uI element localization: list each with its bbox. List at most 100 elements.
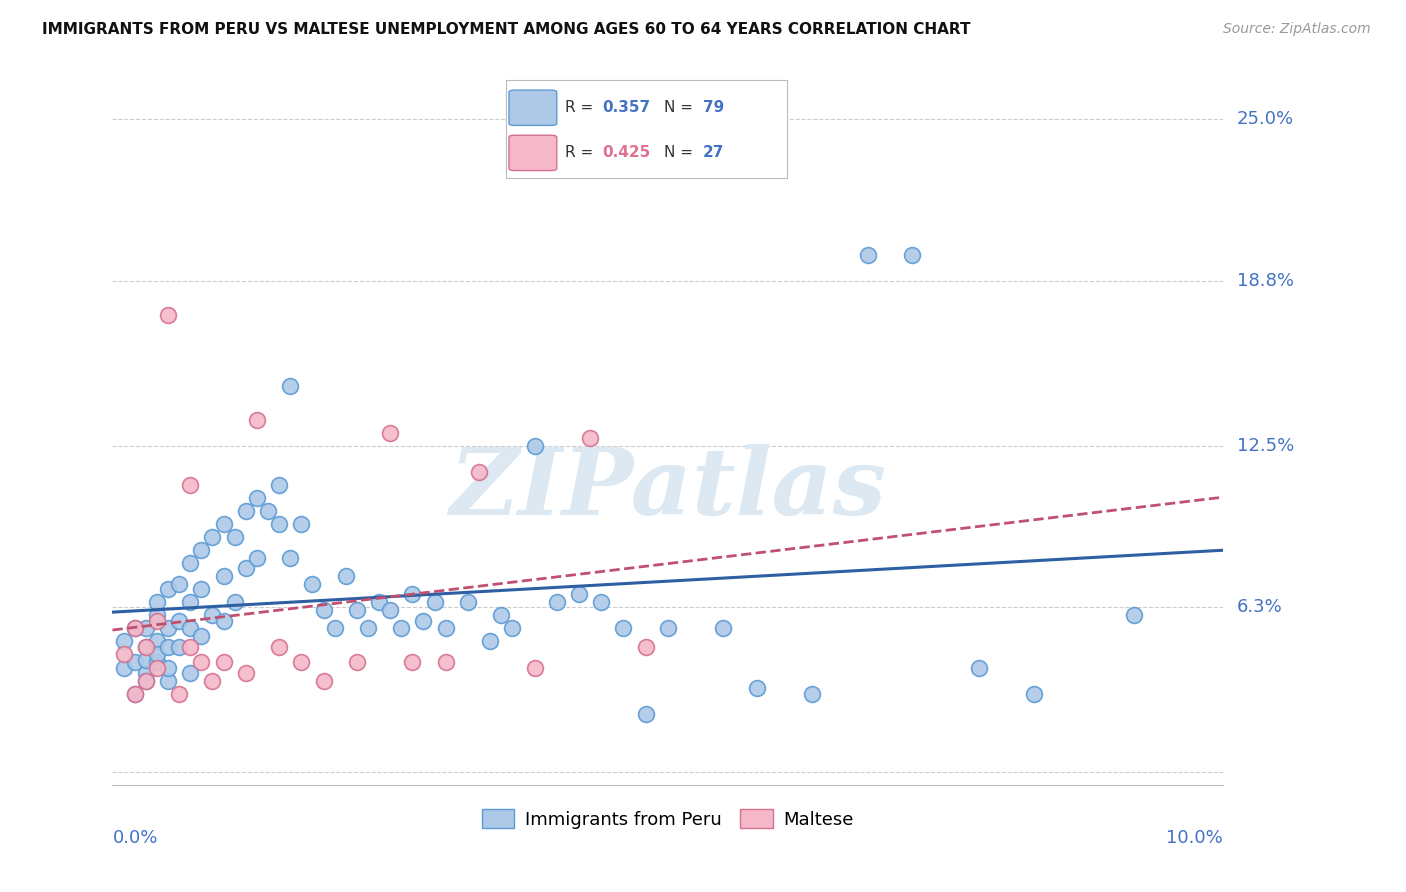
Point (146, 634, 169, 648)
Point (212, 569, 235, 583)
Text: N =: N = (664, 100, 697, 115)
Point (434, 621, 457, 635)
Point (346, 655, 368, 669)
Point (224, 530, 246, 544)
Point (745, 681, 768, 696)
Point (801, 687, 824, 701)
Point (267, 478, 291, 492)
Point (124, 621, 146, 635)
Point (179, 621, 201, 635)
Point (368, 595, 391, 609)
Point (112, 660, 135, 674)
Point (124, 621, 146, 635)
Point (423, 595, 446, 609)
Point (434, 655, 457, 669)
Text: 79: 79 (703, 100, 724, 115)
Point (246, 491, 269, 505)
Point (235, 504, 257, 518)
Point (112, 634, 135, 648)
Text: 27: 27 (703, 145, 724, 161)
Point (157, 640, 180, 654)
Point (179, 640, 201, 654)
Point (290, 516, 312, 531)
Point (591, 595, 613, 609)
Point (179, 556, 201, 570)
Point (201, 673, 224, 688)
Point (112, 648, 135, 662)
Point (235, 561, 257, 575)
Point (146, 614, 169, 628)
Point (290, 655, 312, 669)
Point (124, 687, 146, 701)
Text: R =: R = (565, 100, 599, 115)
Point (389, 621, 412, 635)
Point (135, 653, 157, 667)
Text: N =: N = (664, 145, 697, 161)
Point (713, 621, 735, 635)
Point (235, 665, 257, 680)
Point (401, 587, 423, 601)
Point (335, 569, 357, 583)
Point (579, 431, 602, 445)
Text: 6.3%: 6.3% (1237, 599, 1282, 616)
Point (224, 595, 246, 609)
Point (212, 655, 235, 669)
Point (146, 648, 169, 662)
Point (135, 673, 157, 688)
Text: 25.0%: 25.0% (1237, 111, 1295, 128)
Point (568, 587, 591, 601)
Point (157, 621, 180, 635)
Point (856, 248, 879, 262)
Point (124, 687, 146, 701)
Point (135, 621, 157, 635)
Point (135, 640, 157, 654)
Text: 0.425: 0.425 (602, 145, 650, 161)
Point (167, 640, 190, 654)
Point (135, 665, 157, 680)
Point (546, 595, 568, 609)
Point (357, 621, 380, 635)
Point (167, 577, 190, 591)
Point (201, 608, 224, 623)
Point (301, 577, 323, 591)
Point (634, 707, 657, 722)
Text: IMMIGRANTS FROM PERU VS MALTESE UNEMPLOYMENT AMONG AGES 60 TO 64 YEARS CORRELATI: IMMIGRANTS FROM PERU VS MALTESE UNEMPLOY… (42, 22, 970, 37)
Point (146, 660, 169, 674)
Text: 0.357: 0.357 (602, 100, 650, 115)
Point (179, 665, 201, 680)
Point (380, 603, 402, 617)
Point (135, 640, 157, 654)
Point (491, 608, 513, 623)
Point (146, 655, 169, 669)
Point (901, 248, 924, 262)
Point (457, 595, 479, 609)
Text: ZIPatlas: ZIPatlas (450, 444, 886, 534)
Point (323, 621, 346, 635)
FancyBboxPatch shape (509, 90, 557, 126)
Point (267, 516, 291, 531)
Text: 18.8%: 18.8% (1237, 272, 1294, 290)
Legend: Immigrants from Peru, Maltese: Immigrants from Peru, Maltese (475, 802, 860, 836)
Point (346, 603, 368, 617)
Point (179, 478, 201, 492)
Point (278, 378, 301, 392)
Point (146, 595, 169, 609)
Point (967, 660, 990, 674)
Point (246, 412, 269, 426)
Point (212, 516, 235, 531)
Point (612, 621, 634, 635)
Point (212, 614, 235, 628)
Text: Source: ZipAtlas.com: Source: ZipAtlas.com (1223, 22, 1371, 37)
Point (201, 530, 224, 544)
Point (657, 621, 679, 635)
Point (190, 582, 212, 597)
Point (312, 673, 335, 688)
Point (190, 629, 212, 643)
Point (412, 614, 434, 628)
Point (167, 687, 190, 701)
Point (634, 640, 657, 654)
Text: R =: R = (565, 145, 599, 161)
Point (157, 582, 180, 597)
Point (190, 543, 212, 558)
Point (124, 655, 146, 669)
